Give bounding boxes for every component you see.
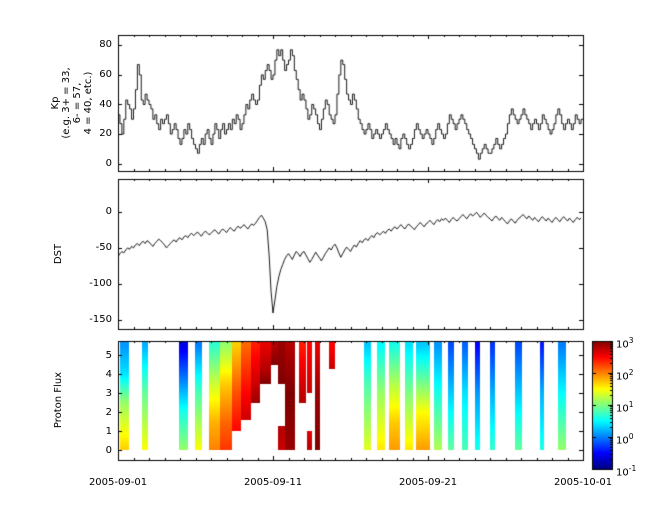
kp-ytick-label: 20	[99, 128, 112, 139]
flux-ytick-label: 4	[105, 369, 112, 380]
colorbar-tick-label: 101	[616, 399, 634, 414]
colorbar-tick-base: 10	[616, 435, 629, 447]
colorbar-tick-exp: 0	[628, 432, 634, 441]
dst-ytick-label: -150	[89, 314, 112, 325]
kp-ytick-label: 60	[99, 69, 112, 80]
flux-ytick-label: 5	[105, 350, 112, 361]
x-tick-label: 2005-09-11	[243, 477, 303, 488]
colorbar-tick-exp: 1	[628, 400, 634, 409]
colorbar-tick-base: 10	[616, 467, 629, 479]
colorbar-tick-base: 10	[616, 371, 629, 383]
dst-ytick-label: -50	[95, 242, 112, 253]
dst-ytick-label: -100	[89, 278, 112, 289]
x-tick-label: 2005-10-01	[553, 477, 613, 488]
dst-ylabel: DST	[53, 194, 67, 314]
dst-ylabel-text: DST	[53, 243, 64, 265]
x-tick-label: 2005-09-21	[398, 477, 458, 488]
kp-ylabel-line: (e.g. 3+ = 33,	[61, 67, 72, 139]
proton-flux-ylabel: Proton Flux	[53, 340, 67, 460]
dst-ytick-label: 0	[105, 206, 112, 217]
flux-ytick-label: 1	[105, 426, 112, 437]
colorbar-tick-label: 100	[616, 431, 634, 446]
colorbar-tick-base: 10	[616, 403, 629, 415]
kp-ylabel-line: Kp	[50, 96, 61, 110]
colorbar-tick-label: 102	[616, 367, 634, 382]
colorbar-tick-exp: -1	[628, 464, 637, 473]
flux-ytick-label: 0	[105, 445, 112, 456]
flux-ytick-label: 2	[105, 407, 112, 418]
kp-ytick-label: 0	[105, 158, 112, 169]
colorbar-tick-label: 10-1	[616, 463, 636, 478]
colorbar-tick-label: 103	[616, 335, 634, 350]
colorbar-tick-exp: 3	[628, 336, 634, 345]
colorbar-tick-exp: 2	[628, 368, 634, 377]
proton-flux-ylabel-text: Proton Flux	[53, 371, 64, 429]
flux-ytick-label: 3	[105, 388, 112, 399]
kp-ytick-label: 40	[99, 99, 112, 110]
x-tick-label: 2005-09-01	[88, 477, 148, 488]
colorbar-tick-base: 10	[616, 339, 629, 351]
kp-ytick-label: 80	[99, 39, 112, 50]
